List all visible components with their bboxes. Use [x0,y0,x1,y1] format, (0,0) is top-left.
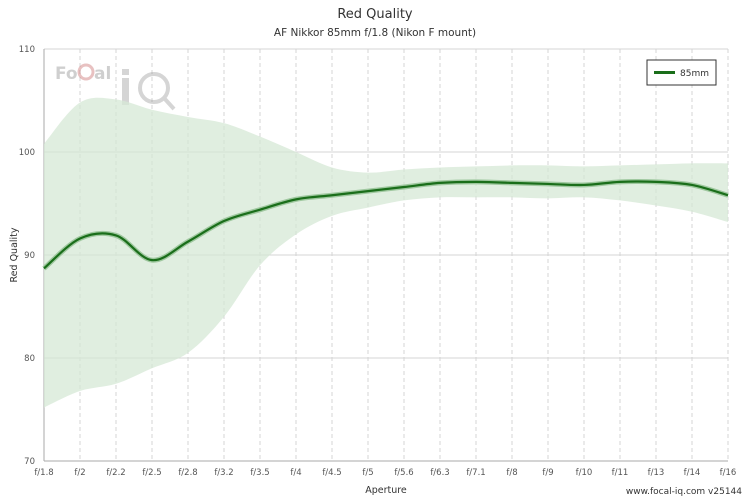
chart-title: Red Quality [337,7,413,22]
logo-ring-icon [77,63,95,81]
x-tick-label: f/14 [684,468,701,478]
x-tick-label: f/13 [648,468,665,478]
x-tick-label: f/16 [720,468,737,478]
logo-i-dot [122,69,129,75]
x-tick-label: f/3.2 [214,468,233,478]
y-tick-label: 70 [24,457,35,467]
x-tick-label: f/2.5 [142,468,161,478]
x-tick-label: f/4.5 [322,468,341,478]
x-tick-label: f/5 [362,468,373,478]
series-85mm-line [43,180,729,270]
x-tick-label: f/1.8 [34,468,53,478]
chart-subtitle: AF Nikkor 85mm f/1.8 (Nikon F mount) [273,27,477,39]
x-tick-label: f/6.3 [430,468,449,478]
x-tick-label: f/8 [506,468,517,478]
x-tick-label: f/2.8 [178,468,197,478]
x-axis-ticks: f/1.8 f/2 f/2.2 f/2.5 f/2.8 f/3.2 f/3.5 f/4 f/4.… [34,468,736,478]
focal-iq-logo: Fo al [55,63,176,111]
y-axis-ticks: 70 80 90 100 110 [19,45,35,467]
y-tick-label: 110 [19,45,35,55]
x-tick-label: f/9 [542,468,553,478]
y-tick-label: 100 [19,148,35,158]
x-tick-label: f/4 [290,468,301,478]
x-tick-label: f/10 [576,468,593,478]
x-tick-label: f/3.5 [250,468,269,478]
x-tick-label: f/11 [612,468,629,478]
x-axis-title: Aperture [365,485,407,496]
x-tick-label: f/2 [74,468,85,478]
legend-label-85mm: 85mm [680,69,709,79]
y-tick-label: 90 [24,251,35,261]
series-85mm-range-band [44,97,728,408]
x-tick-label: f/5.6 [394,468,413,478]
logo-i-bar [122,78,129,105]
logo-focal-text: Fo [55,64,78,84]
legend: 85mm [646,59,717,86]
footer-credit: www.focal-iq.com v25144 [625,487,742,497]
y-tick-label: 80 [24,354,35,364]
x-tick-label: f/2.2 [106,468,125,478]
logo-q-icon [138,72,170,104]
grid-lines [43,48,729,462]
logo-q-tail [162,96,176,111]
x-tick-label: f/7.1 [466,468,485,478]
logo-al-text: al [94,64,111,84]
y-axis-title: Red Quality [9,227,20,282]
